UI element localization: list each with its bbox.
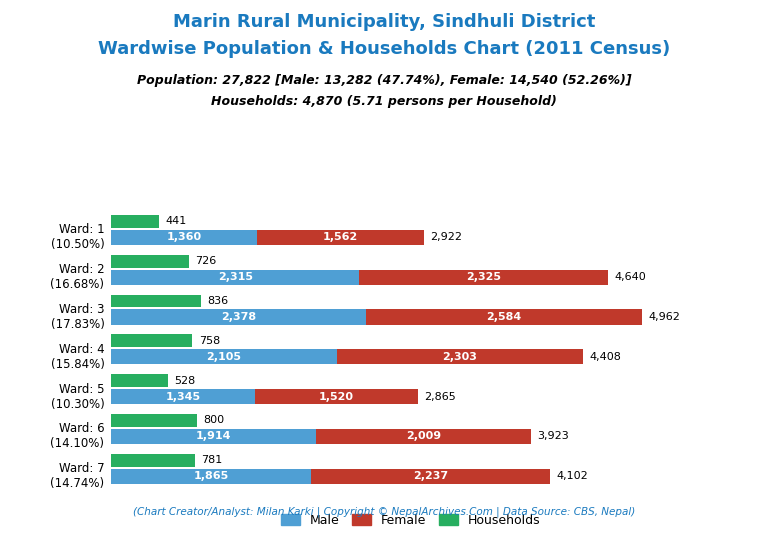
Text: 2,325: 2,325 [466, 272, 501, 282]
Text: 726: 726 [195, 256, 217, 266]
Bar [359, 270, 607, 285]
Text: 1,345: 1,345 [166, 392, 201, 401]
Bar [316, 429, 531, 444]
Text: 4,962: 4,962 [648, 312, 680, 322]
Text: Wardwise Population & Households Chart (2011 Census): Wardwise Population & Households Chart (… [98, 40, 670, 58]
Bar [336, 349, 583, 364]
Text: 4,102: 4,102 [557, 471, 588, 481]
Legend: Male, Female, Households: Male, Female, Households [276, 509, 545, 532]
Text: 2,865: 2,865 [424, 392, 456, 401]
Bar [111, 389, 255, 404]
Text: 1,562: 1,562 [323, 232, 358, 242]
Bar [366, 309, 642, 324]
Text: 1,914: 1,914 [196, 431, 231, 441]
Text: 441: 441 [165, 217, 186, 226]
Text: 2,922: 2,922 [430, 232, 462, 242]
Text: 781: 781 [201, 455, 223, 465]
Text: 2,105: 2,105 [207, 352, 241, 362]
Bar [111, 309, 366, 324]
Text: 1,865: 1,865 [194, 471, 229, 481]
Bar [111, 230, 257, 245]
Text: 4,640: 4,640 [614, 272, 646, 282]
Text: 2,378: 2,378 [221, 312, 256, 322]
Bar [111, 414, 197, 427]
Text: 2,584: 2,584 [486, 312, 521, 322]
Bar [111, 334, 193, 347]
Bar [111, 429, 316, 444]
Text: 1,520: 1,520 [319, 392, 354, 401]
Bar [311, 468, 550, 484]
Text: 836: 836 [207, 296, 228, 306]
Text: Households: 4,870 (5.71 persons per Household): Households: 4,870 (5.71 persons per Hous… [211, 95, 557, 108]
Text: 2,303: 2,303 [442, 352, 477, 362]
Text: (Chart Creator/Analyst: Milan Karki | Copyright © NepalArchives.Com | Data Sourc: (Chart Creator/Analyst: Milan Karki | Co… [133, 507, 635, 517]
Text: 800: 800 [204, 415, 224, 426]
Bar [111, 295, 200, 307]
Bar [111, 349, 336, 364]
Text: 1,360: 1,360 [167, 232, 202, 242]
Text: 2,237: 2,237 [413, 471, 448, 481]
Text: 758: 758 [199, 336, 220, 346]
Bar [111, 215, 158, 228]
Bar [255, 389, 418, 404]
Bar [257, 230, 424, 245]
Text: 2,009: 2,009 [406, 431, 441, 441]
Bar [111, 270, 359, 285]
Text: 2,315: 2,315 [217, 272, 253, 282]
Text: Marin Rural Municipality, Sindhuli District: Marin Rural Municipality, Sindhuli Distr… [173, 13, 595, 32]
Bar [111, 454, 195, 467]
Bar [111, 468, 311, 484]
Text: 3,923: 3,923 [538, 431, 569, 441]
Text: 528: 528 [174, 376, 196, 385]
Bar [111, 374, 168, 387]
Text: 4,408: 4,408 [589, 352, 621, 362]
Bar [111, 255, 189, 267]
Text: Population: 27,822 [Male: 13,282 (47.74%), Female: 14,540 (52.26%)]: Population: 27,822 [Male: 13,282 (47.74%… [137, 74, 631, 87]
